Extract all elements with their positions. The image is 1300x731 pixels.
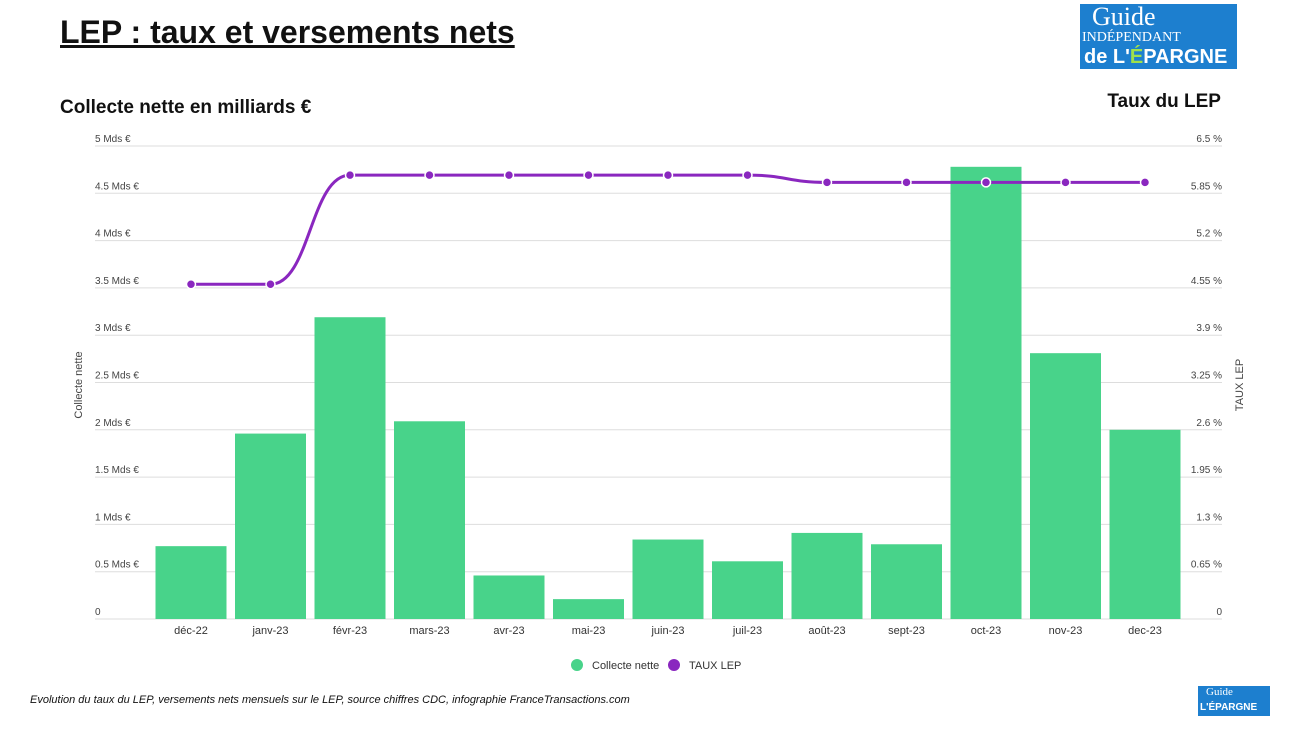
x-tick-label: déc-22 xyxy=(174,625,208,637)
x-tick-label: avr-23 xyxy=(493,625,524,637)
y-tick-label: 2.5 Mds € xyxy=(95,371,139,382)
page-title: LEP : taux et versements nets xyxy=(60,14,515,50)
bar xyxy=(553,599,624,619)
y2-tick-label: 0.65 % xyxy=(1191,560,1222,571)
bar xyxy=(871,544,942,619)
left-axis-title: Collecte nette en milliards € xyxy=(60,97,312,118)
rate-point xyxy=(265,279,276,290)
legend-label-bars: Collecte nette xyxy=(592,660,659,672)
rate-point xyxy=(344,169,356,181)
y-tick-label: 3 Mds € xyxy=(95,323,131,334)
x-tick-label: juin-23 xyxy=(650,625,684,637)
y2-tick-label: 3.9 % xyxy=(1196,323,1222,334)
y-tick-label: 0 xyxy=(95,607,101,618)
legend-marker-line xyxy=(668,659,680,671)
bar xyxy=(1030,353,1101,619)
legend-marker-bars xyxy=(571,659,583,671)
rate-point xyxy=(185,279,197,290)
x-tick-label: févr-23 xyxy=(333,625,367,637)
legend: Collecte nette TAUX LEP xyxy=(571,659,741,672)
y-tick-label: 4.5 Mds € xyxy=(95,181,139,192)
legend-label-line: TAUX LEP xyxy=(689,660,741,672)
y-tick-label: 2 Mds € xyxy=(95,418,131,429)
x-tick-label: dec-23 xyxy=(1128,625,1162,637)
rate-point xyxy=(821,177,833,188)
bar xyxy=(473,575,545,619)
rate-point xyxy=(1060,177,1071,188)
x-tick-label: nov-23 xyxy=(1049,625,1083,637)
bar xyxy=(950,166,1022,619)
x-tick-label: mars-23 xyxy=(409,625,449,637)
y2-tick-label: 0 xyxy=(1216,607,1222,618)
rate-point xyxy=(424,169,435,181)
y2-tick-label: 3.25 % xyxy=(1191,371,1222,382)
logo: Guide INDÉPENDANT de L'ÉPARGNE xyxy=(1080,4,1237,69)
x-tick-label: oct-23 xyxy=(971,625,1002,637)
y-tick-label: 1.5 Mds € xyxy=(95,465,139,476)
rate-point xyxy=(583,169,594,181)
bar xyxy=(394,421,465,619)
x-tick-label: mai-23 xyxy=(572,625,606,637)
y2-tick-label: 1.95 % xyxy=(1191,465,1222,476)
rate-point xyxy=(901,177,912,188)
rate-point xyxy=(980,177,992,188)
rate-point xyxy=(503,169,515,181)
y-tick-label: 5 Mds € xyxy=(95,134,131,145)
x-tick-label: août-23 xyxy=(808,625,845,637)
bar xyxy=(1109,429,1181,619)
y2-tick-label: 1.3 % xyxy=(1196,512,1222,523)
y-tick-label: 1 Mds € xyxy=(95,512,131,523)
caption: Evolution du taux du LEP, versements net… xyxy=(30,694,630,706)
y-tick-label: 0.5 Mds € xyxy=(95,560,139,571)
x-tick-label: sept-23 xyxy=(888,625,925,637)
rate-point xyxy=(1139,177,1151,188)
y2-tick-label: 5.85 % xyxy=(1191,181,1222,192)
x-tick-label: juil-23 xyxy=(732,625,762,637)
bar xyxy=(712,561,783,619)
y2-tick-label: 5.2 % xyxy=(1196,229,1222,240)
rate-point xyxy=(742,169,753,181)
bar xyxy=(314,317,386,619)
bar xyxy=(235,433,306,619)
rate-point xyxy=(662,169,674,181)
y-axis-label: Collecte nette xyxy=(73,351,85,418)
bar xyxy=(632,539,704,619)
y2-axis-label: TAUX LEP xyxy=(1234,359,1246,411)
x-tick-label: janv-23 xyxy=(251,625,288,637)
bar xyxy=(155,546,227,619)
y2-tick-label: 6.5 % xyxy=(1196,134,1222,145)
y-tick-label: 4 Mds € xyxy=(95,229,131,240)
logo-small: Guide L'ÉPARGNE xyxy=(1198,686,1270,716)
y-tick-label: 3.5 Mds € xyxy=(95,276,139,287)
bar xyxy=(791,532,863,619)
y2-tick-label: 4.55 % xyxy=(1191,276,1222,287)
y2-tick-label: 2.6 % xyxy=(1196,418,1222,429)
right-axis-title: Taux du LEP xyxy=(1107,91,1221,112)
